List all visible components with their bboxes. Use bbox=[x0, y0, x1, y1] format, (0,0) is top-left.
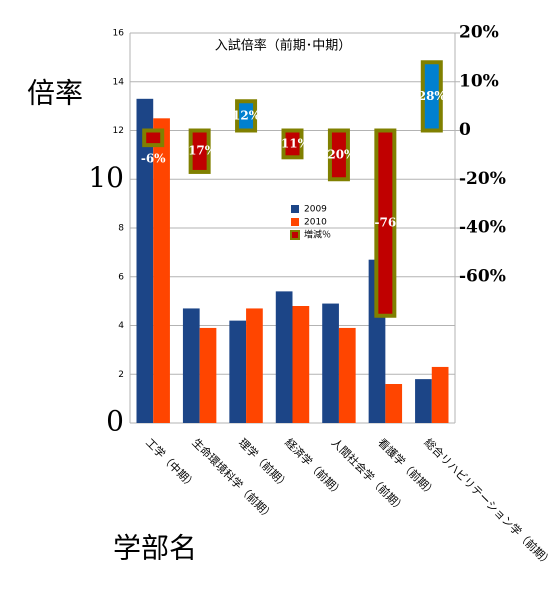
bar bbox=[246, 308, 263, 423]
bar bbox=[153, 118, 170, 423]
change-bar bbox=[420, 60, 443, 133]
bar bbox=[182, 308, 200, 423]
bar bbox=[229, 320, 247, 423]
y2-tick-label: -40% bbox=[459, 218, 506, 238]
change-bar bbox=[142, 128, 165, 148]
y-tick-label: 4 bbox=[118, 321, 124, 331]
legend-label: 2010 bbox=[304, 218, 327, 228]
data-label: -17% bbox=[183, 144, 217, 158]
chart-title: 入試倍率（前期･中期） bbox=[215, 38, 352, 54]
y2-tick-label: -60% bbox=[459, 266, 506, 286]
bar bbox=[338, 327, 356, 423]
y-tick-label: 2 bbox=[118, 370, 124, 380]
y-tick-label: 6 bbox=[118, 272, 124, 282]
y-tick-label: 0 bbox=[106, 405, 124, 438]
change-bar bbox=[281, 128, 304, 160]
change-bar bbox=[235, 99, 258, 133]
legend-label: 2009 bbox=[304, 205, 327, 215]
bar bbox=[136, 98, 154, 423]
legend-swatch bbox=[291, 218, 299, 226]
y-tick-label: 10 bbox=[88, 161, 124, 194]
change-bar bbox=[327, 128, 350, 182]
y-tick-label: 12 bbox=[113, 126, 124, 136]
bar bbox=[431, 366, 449, 423]
y2-tick-label: 20% bbox=[459, 23, 499, 43]
bar bbox=[275, 291, 293, 423]
x-tick-label: 生命環境科学（前期） bbox=[189, 435, 277, 523]
bar bbox=[415, 379, 432, 423]
y-axis-title: 倍率 bbox=[27, 77, 83, 110]
y2-tick-label: 10% bbox=[459, 71, 499, 91]
bar bbox=[322, 303, 339, 423]
y2-tick-label: 0 bbox=[459, 120, 471, 140]
y-tick-label: 16 bbox=[113, 29, 125, 39]
data-label: -6% bbox=[141, 152, 166, 166]
x-tick-label: 総合リハビリテーション学（前期） bbox=[422, 435, 550, 569]
change-bar bbox=[374, 128, 397, 318]
y-tick-label: 14 bbox=[113, 77, 125, 87]
data-label: -20% bbox=[322, 147, 356, 161]
data-label: 12% bbox=[232, 108, 261, 122]
bar bbox=[385, 384, 403, 423]
bar bbox=[199, 327, 217, 423]
x-axis-title: 学部名 bbox=[113, 532, 197, 565]
change-bar bbox=[188, 128, 211, 174]
data-label: -76 bbox=[375, 216, 397, 230]
legend-swatch bbox=[290, 230, 300, 240]
data-label: -11% bbox=[276, 136, 310, 150]
legend-swatch bbox=[291, 205, 299, 213]
legend-label: 増減％ bbox=[304, 229, 331, 241]
bar bbox=[292, 306, 310, 423]
y-tick-label: 8 bbox=[118, 224, 124, 234]
y2-tick-label: -20% bbox=[459, 169, 506, 189]
data-label: 28% bbox=[418, 89, 447, 103]
